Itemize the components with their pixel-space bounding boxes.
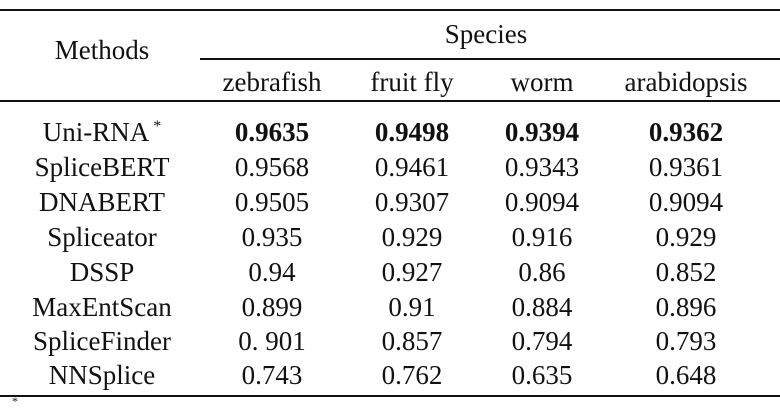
value-zebrafish: 0.9505: [234, 187, 310, 217]
table-row: MaxEntScan 0.899 0.91 0.884 0.896: [0, 291, 780, 325]
footnote-marker-bottom: *: [12, 394, 18, 408]
column-header-arabidopsis: arabidopsis: [624, 67, 748, 97]
value-zebrafish: 0.9635: [234, 117, 310, 147]
method-name: Spliceator: [47, 222, 157, 252]
value-fruit-fly: 0.927: [381, 257, 443, 287]
value-fruit-fly: 0.9307: [374, 187, 450, 217]
table-row: Uni-RNA * 0.9635 0.9498 0.9394 0.9362: [0, 116, 780, 150]
method-name: SpliceBERT: [34, 152, 170, 182]
value-fruit-fly: 0.9461: [374, 152, 450, 182]
method-name: DSSP: [69, 257, 135, 287]
value-arabidopsis: 0.929: [655, 222, 717, 252]
value-worm: 0.86: [518, 257, 566, 287]
footnote-marker: *: [153, 118, 162, 135]
methods-header: Methods: [54, 35, 150, 65]
value-worm: 0.884: [511, 292, 573, 322]
value-zebrafish: 0.94: [248, 257, 296, 287]
value-zebrafish: 0. 901: [238, 326, 306, 356]
value-zebrafish: 0.743: [241, 360, 303, 390]
value-worm: 0.794: [511, 326, 573, 356]
value-zebrafish: 0.9568: [234, 152, 310, 182]
column-header-zebrafish: zebrafish: [222, 67, 322, 97]
table-row: NNSplice 0.743 0.762 0.635 0.648: [0, 359, 780, 393]
value-fruit-fly: 0.9498: [374, 117, 450, 147]
value-worm: 0.9394: [504, 117, 580, 147]
value-arabidopsis: 0.852: [655, 257, 717, 287]
value-worm: 0.9343: [504, 152, 580, 182]
species-underline: [200, 58, 780, 60]
value-fruit-fly: 0.857: [381, 326, 443, 356]
method-name: Uni-RNA *: [43, 116, 162, 148]
value-zebrafish: 0.935: [241, 222, 303, 252]
bottom-rule: [0, 395, 780, 397]
header-rule: [0, 100, 780, 102]
value-fruit-fly: 0.91: [388, 292, 436, 322]
table-row: DNABERT 0.9505 0.9307 0.9094 0.9094: [0, 186, 780, 220]
value-fruit-fly: 0.929: [381, 222, 443, 252]
method-name: SpliceFinder: [33, 326, 171, 356]
value-fruit-fly: 0.762: [381, 360, 443, 390]
table-row: DSSP 0.94 0.927 0.86 0.852: [0, 256, 780, 290]
method-name: NNSplice: [48, 360, 156, 390]
method-label: Uni-RNA: [42, 117, 150, 147]
value-worm: 0.916: [511, 222, 573, 252]
table-row: SpliceFinder 0. 901 0.857 0.794 0.793: [0, 325, 780, 359]
method-name: MaxEntScan: [32, 292, 172, 322]
table-row: Spliceator 0.935 0.929 0.916 0.929: [0, 221, 780, 255]
value-worm: 0.635: [511, 360, 573, 390]
value-arabidopsis: 0.648: [655, 360, 717, 390]
method-name: DNABERT: [39, 187, 165, 217]
column-header-fruit-fly: fruit fly: [370, 67, 454, 97]
value-worm: 0.9094: [504, 187, 580, 217]
value-arabidopsis: 0.9361: [648, 152, 724, 182]
top-rule: [0, 9, 780, 11]
value-arabidopsis: 0.896: [655, 292, 717, 322]
value-arabidopsis: 0.9362: [648, 117, 724, 147]
column-header-worm: worm: [510, 67, 574, 97]
value-arabidopsis: 0.793: [655, 326, 717, 356]
species-header: Species: [444, 19, 528, 49]
value-arabidopsis: 0.9094: [648, 187, 724, 217]
value-zebrafish: 0.899: [241, 292, 303, 322]
table-row: SpliceBERT 0.9568 0.9461 0.9343 0.9361: [0, 151, 780, 185]
